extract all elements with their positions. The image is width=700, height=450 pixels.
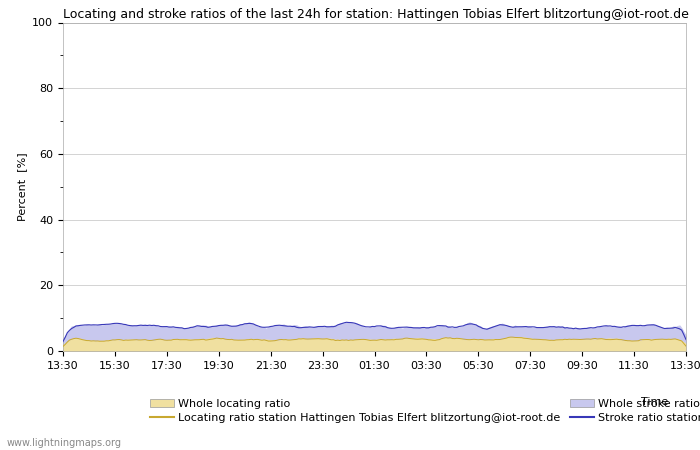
Text: Time: Time <box>641 397 668 407</box>
Text: Locating and stroke ratios of the last 24h for station: Hattingen Tobias Elfert : Locating and stroke ratios of the last 2… <box>63 9 689 21</box>
Legend: Whole locating ratio, Locating ratio station Hattingen Tobias Elfert blitzortung: Whole locating ratio, Locating ratio sta… <box>150 399 700 423</box>
Y-axis label: Percent  [%]: Percent [%] <box>17 153 27 221</box>
Text: www.lightningmaps.org: www.lightningmaps.org <box>7 438 122 448</box>
